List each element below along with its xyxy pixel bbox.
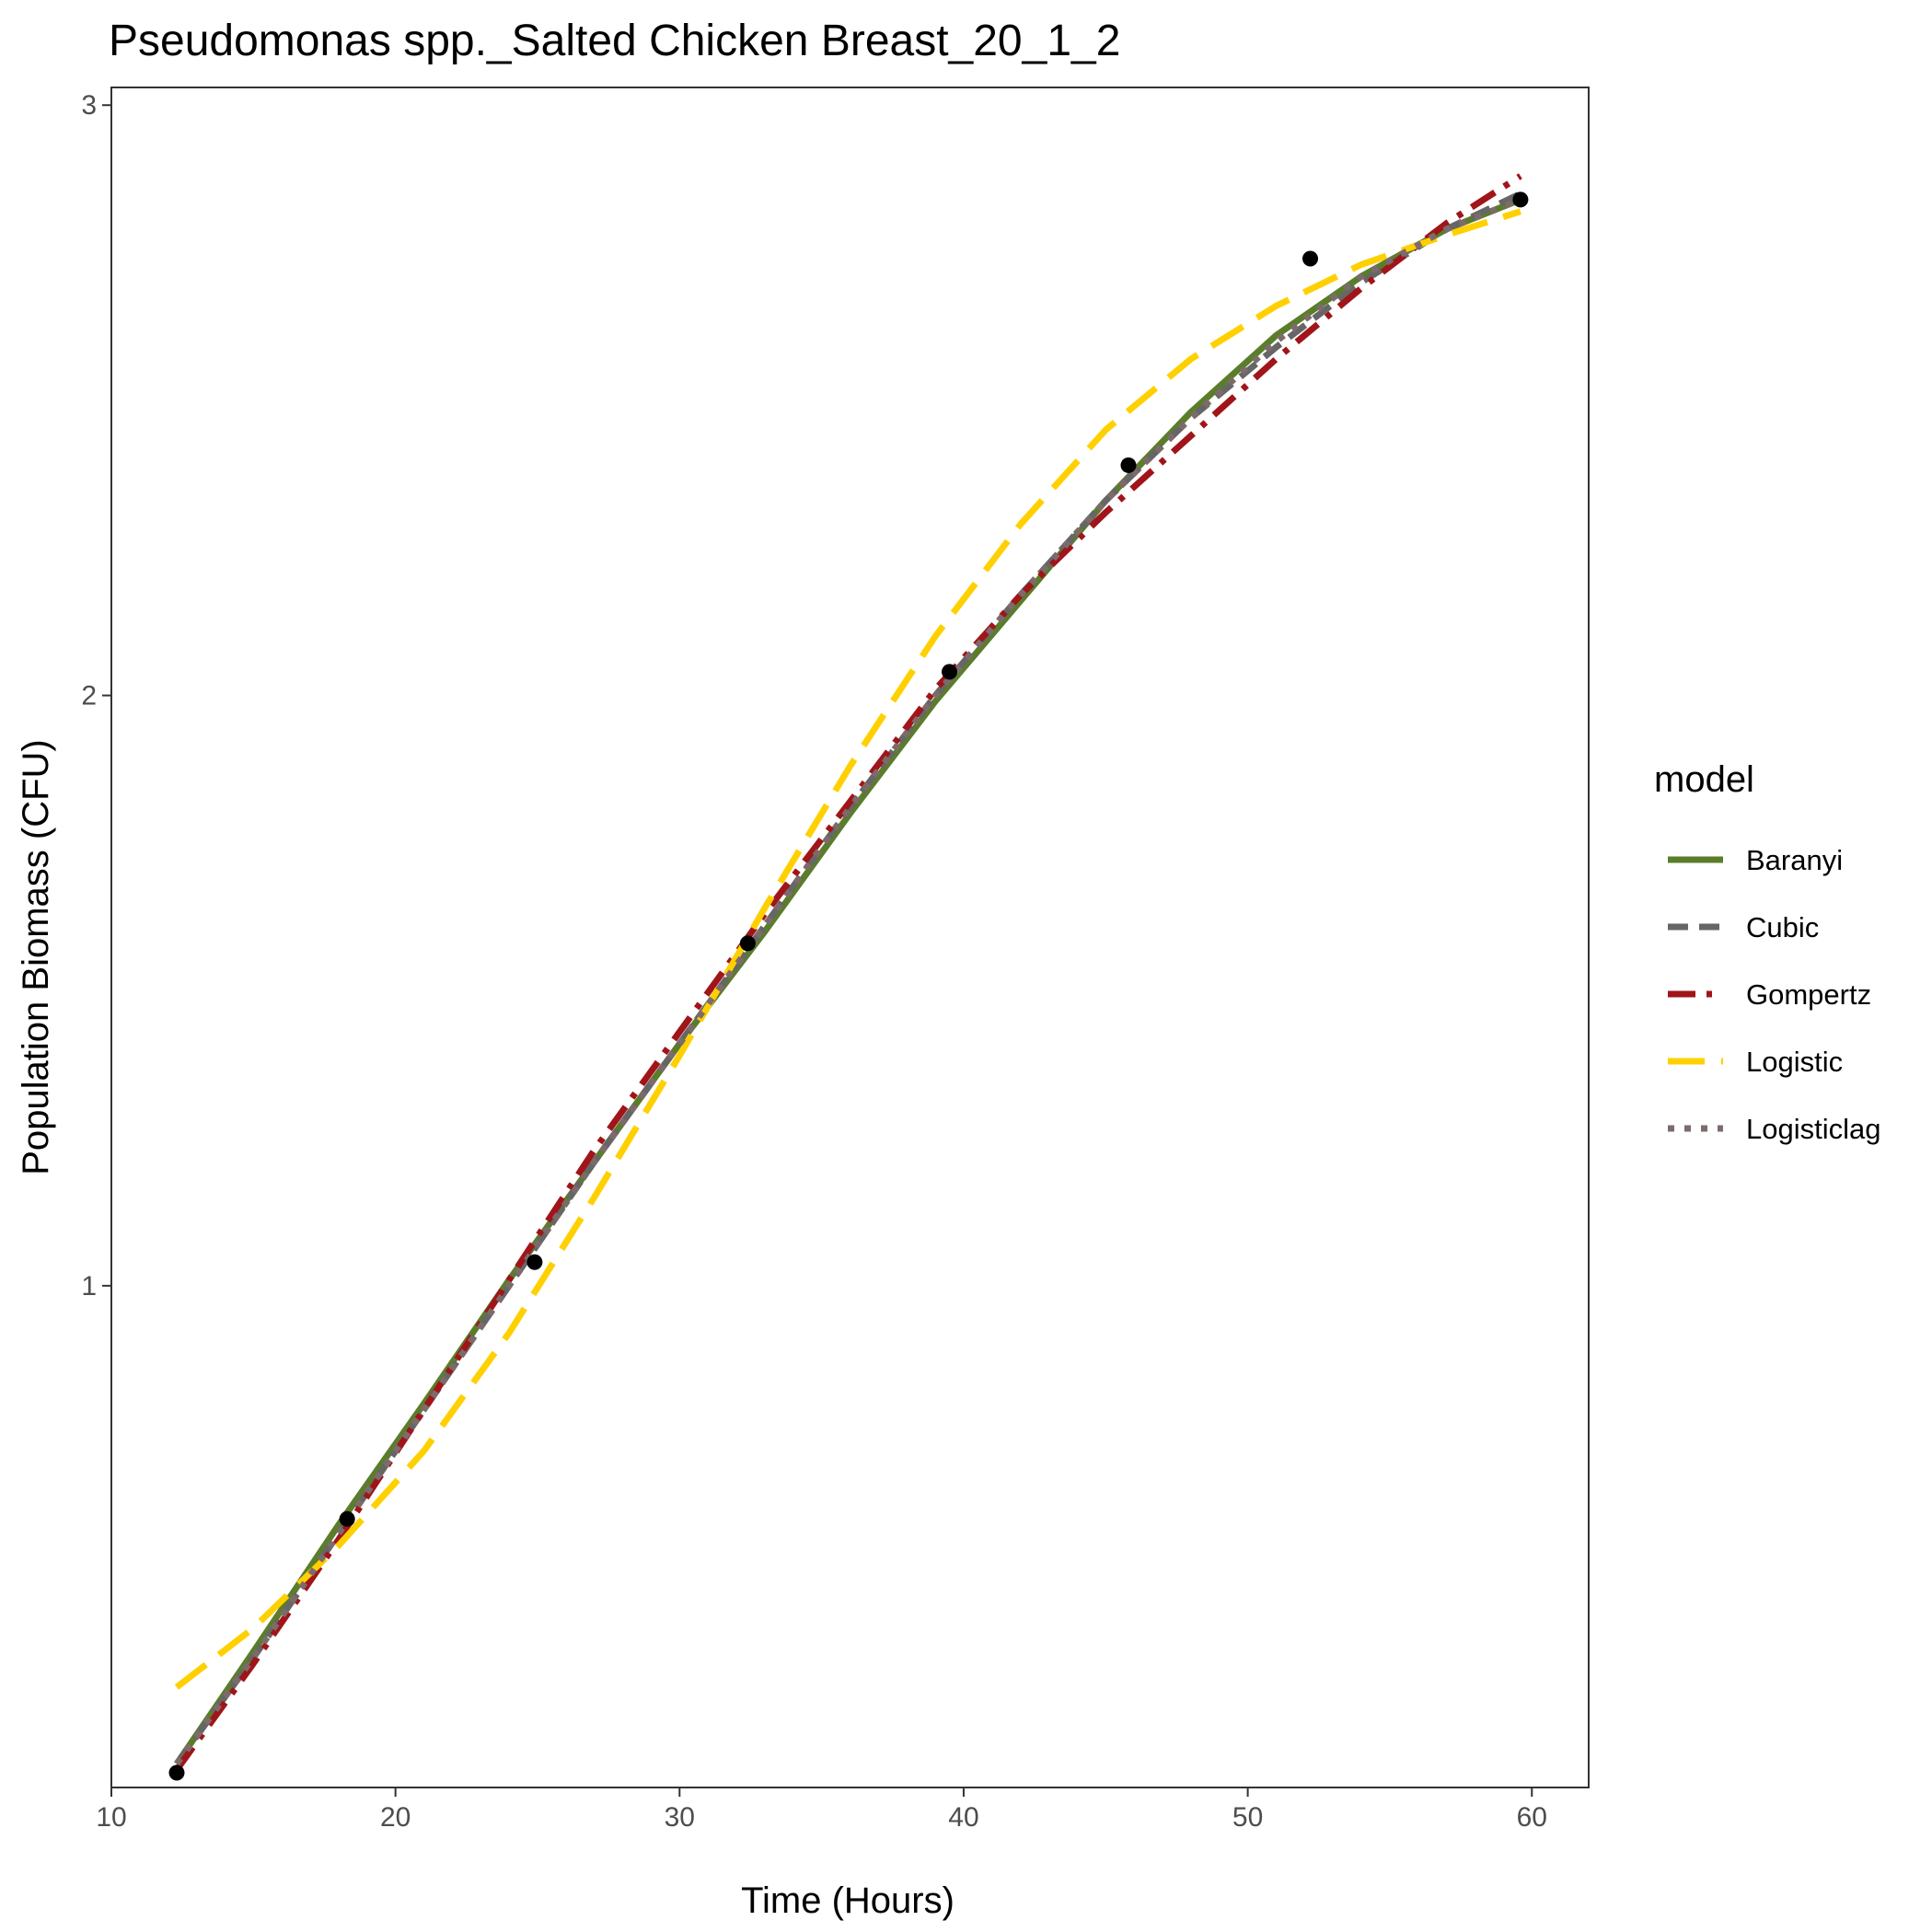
legend-item-logisticlag: Logisticlag	[1668, 1113, 1880, 1145]
x-tick-label: 50	[1232, 1802, 1263, 1833]
observed-data-point	[339, 1510, 355, 1527]
plot-area	[110, 87, 1590, 1788]
series-line-logisticlag	[174, 196, 1522, 1766]
y-tick-label: 3	[81, 90, 97, 121]
chart-title: Pseudomonas spp._Salted Chicken Breast_2…	[109, 17, 1120, 65]
series-line-logistic	[174, 208, 1521, 1690]
legend-item-baranyi: Baranyi	[1668, 844, 1843, 876]
legend-label: Cubic	[1746, 911, 1819, 943]
x-tick-label: 20	[380, 1802, 411, 1833]
legend-item-cubic: Cubic	[1668, 911, 1819, 943]
observed-data-point	[739, 935, 756, 952]
legend: model Baranyi Cubic Gompertz Logistic Logist…	[1654, 759, 1880, 1145]
x-axis-title: Time (Hours)	[741, 1880, 954, 1921]
legend-label: Logistic	[1746, 1046, 1843, 1078]
y-axis-title: Population Biomass (CFU)	[16, 739, 56, 1175]
legend-title: model	[1654, 759, 1754, 800]
observed-data-point	[1512, 191, 1529, 208]
legend-items: Baranyi Cubic Gompertz Logistic Logisticlag	[1668, 844, 1880, 1145]
y-tick-label: 1	[81, 1271, 97, 1301]
plot-panel-border	[110, 87, 1590, 1788]
observed-data-point	[168, 1764, 185, 1781]
series-layer	[174, 173, 1522, 1772]
x-tick-label: 60	[1517, 1802, 1547, 1833]
legend-item-gompertz: Gompertz	[1668, 978, 1871, 1011]
legend-label: Gompertz	[1746, 978, 1871, 1011]
observed-data-point	[1302, 250, 1319, 267]
y-axis: 1 2 3	[81, 90, 111, 1301]
legend-item-logistic: Logistic	[1668, 1046, 1843, 1078]
observed-data-point	[1120, 457, 1137, 473]
series-line-gompertz	[174, 173, 1522, 1772]
x-axis: 10 20 30 40 50 60	[96, 1787, 1547, 1833]
observed-data-point	[942, 664, 958, 680]
x-tick-label: 30	[665, 1802, 695, 1833]
y-tick-label: 2	[81, 681, 97, 711]
legend-label: Baranyi	[1746, 844, 1843, 876]
observed-data-point	[526, 1254, 543, 1270]
x-tick-label: 40	[948, 1802, 978, 1833]
legend-label: Logisticlag	[1746, 1113, 1880, 1145]
observed-points-layer	[168, 191, 1529, 1781]
x-tick-label: 10	[96, 1802, 126, 1833]
